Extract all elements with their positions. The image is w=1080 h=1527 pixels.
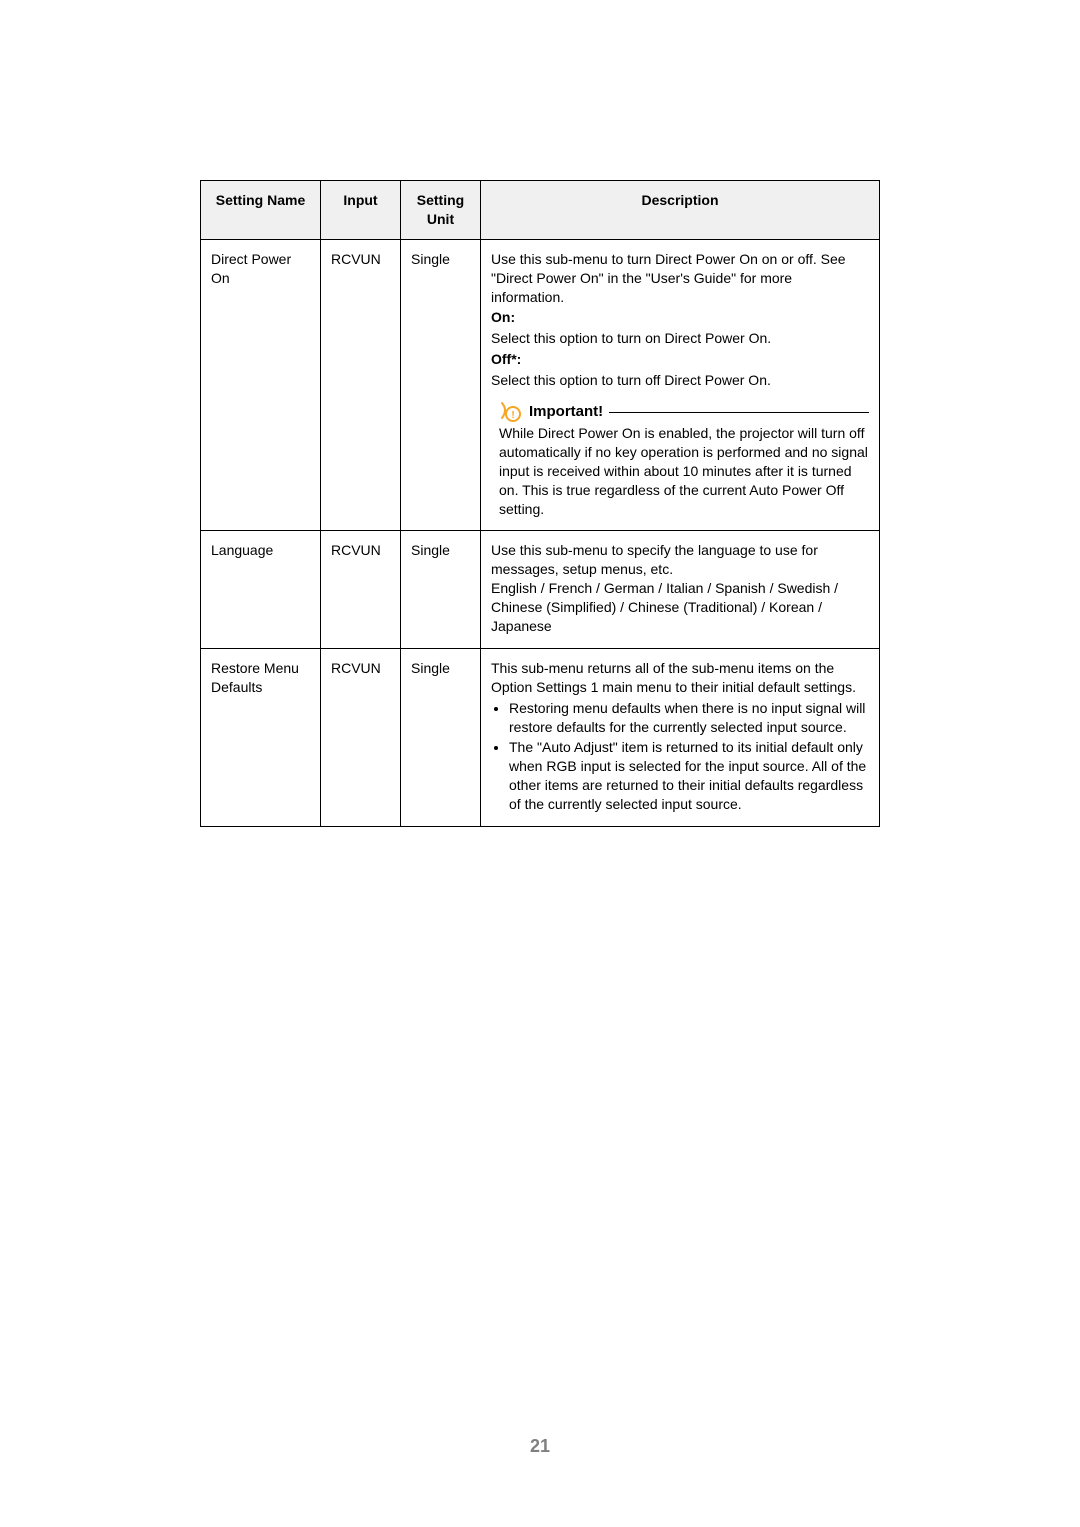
cell-description: Use this sub-menu to specify the languag… xyxy=(481,531,880,648)
svg-text:!: ! xyxy=(511,410,514,421)
important-text: While Direct Power On is enabled, the pr… xyxy=(499,424,869,518)
table-row: Direct Power On RCVUN Single Use this su… xyxy=(201,239,880,531)
col-setting-unit: Setting Unit xyxy=(401,181,481,240)
page-number: 21 xyxy=(0,1436,1080,1457)
cell-setting-name: Direct Power On xyxy=(201,239,321,531)
settings-table: Setting Name Input Setting Unit Descript… xyxy=(200,180,880,827)
cell-unit: Single xyxy=(401,648,481,826)
off-label: Off*: xyxy=(491,350,869,369)
desc-intro: Use this sub-menu to turn Direct Power O… xyxy=(491,250,869,307)
cell-input: RCVUN xyxy=(321,648,401,826)
table-row: Language RCVUN Single Use this sub-menu … xyxy=(201,531,880,648)
table-header-row: Setting Name Input Setting Unit Descript… xyxy=(201,181,880,240)
desc-bullets: Restoring menu defaults when there is no… xyxy=(491,699,869,814)
off-text: Select this option to turn off Direct Po… xyxy=(491,371,869,390)
important-divider xyxy=(609,412,869,413)
cell-unit: Single xyxy=(401,239,481,531)
col-description: Description xyxy=(481,181,880,240)
cell-input: RCVUN xyxy=(321,531,401,648)
cell-unit: Single xyxy=(401,531,481,648)
cell-input: RCVUN xyxy=(321,239,401,531)
col-setting-name: Setting Name xyxy=(201,181,321,240)
table-row: Restore Menu Defaults RCVUN Single This … xyxy=(201,648,880,826)
important-title: Important! xyxy=(529,402,603,422)
cell-setting-name: Language xyxy=(201,531,321,648)
important-icon: ! xyxy=(499,400,523,424)
cell-description: Use this sub-menu to turn Direct Power O… xyxy=(481,239,880,531)
col-input: Input xyxy=(321,181,401,240)
cell-description: This sub-menu returns all of the sub-men… xyxy=(481,648,880,826)
desc-text: Use this sub-menu to specify the languag… xyxy=(491,541,869,635)
on-label: On: xyxy=(491,308,869,327)
important-header: ! Important! xyxy=(499,400,869,424)
desc-intro: This sub-menu returns all of the sub-men… xyxy=(491,659,869,697)
bullet-item: Restoring menu defaults when there is no… xyxy=(509,699,869,737)
important-callout: ! Important! While Direct Power On is en… xyxy=(491,400,869,518)
cell-setting-name: Restore Menu Defaults xyxy=(201,648,321,826)
bullet-item: The "Auto Adjust" item is returned to it… xyxy=(509,738,869,814)
on-text: Select this option to turn on Direct Pow… xyxy=(491,329,869,348)
